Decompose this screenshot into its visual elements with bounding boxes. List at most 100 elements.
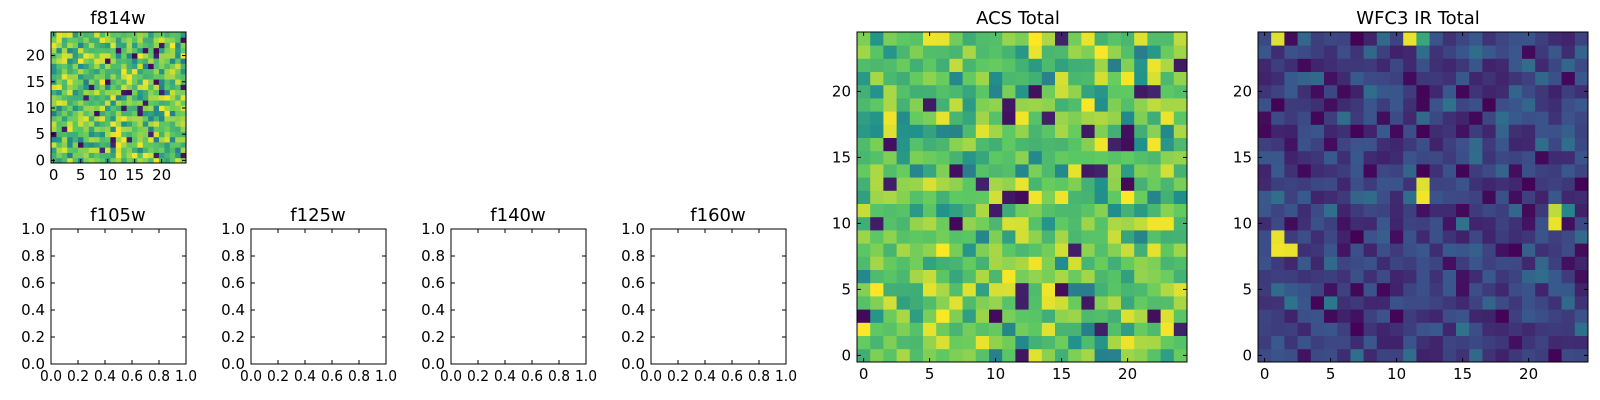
heatmap-cell (105, 147, 111, 153)
heatmap-cell (137, 94, 144, 101)
x-tick-label: 5 (1326, 365, 1336, 383)
heatmap-cell (1081, 190, 1095, 204)
heatmap-cell (1442, 71, 1457, 86)
heatmap-cell (1271, 322, 1285, 336)
heatmap-cell (1094, 98, 1109, 112)
heatmap-cell (1015, 296, 1029, 310)
heatmap-cell (61, 142, 68, 148)
heatmap-cell (989, 216, 1003, 231)
heatmap-cell (896, 309, 911, 323)
heatmap-cell (1522, 203, 1536, 218)
axes-frame (250, 228, 387, 365)
heatmap-cell (1561, 150, 1576, 165)
x-tick-label: 0.8 (148, 367, 170, 385)
heatmap-cell (56, 58, 63, 64)
heatmap-cell (110, 147, 117, 153)
heatmap-cell (1337, 137, 1351, 152)
heatmap-cell (1147, 84, 1161, 99)
heatmap-cell (88, 73, 95, 80)
heatmap-cell (949, 32, 963, 46)
heatmap-cell (56, 115, 63, 122)
heatmap-cell (1561, 230, 1576, 244)
heatmap-cell (1469, 203, 1483, 218)
heatmap-cell (88, 42, 95, 49)
heatmap-cell (169, 73, 176, 80)
heatmap-cell (110, 89, 117, 96)
heatmap-cell (896, 348, 911, 363)
heatmap-cell (94, 94, 100, 101)
heatmap-cell (923, 243, 937, 257)
heatmap-cell (1403, 348, 1417, 363)
heatmap-cell (1121, 111, 1135, 125)
heatmap-cell (1055, 230, 1069, 244)
heatmap-cell (1284, 58, 1298, 72)
heatmap-cell (1028, 335, 1043, 350)
heatmap-cell (1482, 71, 1496, 86)
heatmap-cell (51, 89, 57, 96)
heatmap-cell (1015, 58, 1029, 72)
heatmap-cell (1403, 190, 1417, 204)
heatmap-cell (936, 98, 950, 112)
heatmap-cell (1015, 71, 1029, 86)
heatmap-cell (1068, 45, 1082, 59)
heatmap-cell (142, 42, 149, 49)
heatmap-cell (78, 42, 84, 49)
heatmap-cell (870, 111, 884, 125)
heatmap-cell (72, 105, 79, 111)
heatmap-cell (164, 147, 171, 153)
heatmap-cell (1442, 84, 1457, 99)
heatmap-cell (169, 52, 176, 59)
heatmap-cell (1134, 164, 1148, 178)
heatmap-cell (1429, 282, 1444, 297)
y-tick-label: 0.8 (221, 247, 245, 265)
heatmap-cell (115, 47, 122, 54)
heatmap-cell (1173, 98, 1188, 112)
heatmap-cell (175, 136, 181, 143)
heatmap-cell (1495, 322, 1510, 336)
heatmap-cell (1271, 177, 1285, 191)
heatmap-cell (1055, 309, 1069, 323)
heatmap-cell (949, 269, 963, 284)
heatmap-cell (1297, 243, 1312, 257)
heatmap-cell (56, 94, 63, 101)
heatmap-cell (94, 32, 100, 38)
x-tick-label: 0 (49, 166, 59, 184)
heatmap-cell (1297, 190, 1312, 204)
heatmap-cell (159, 58, 165, 64)
heatmap-cell (1160, 124, 1175, 138)
heatmap-cell (1416, 32, 1430, 46)
heatmap-cell (1310, 269, 1325, 284)
heatmap-cell (1160, 269, 1175, 284)
heatmap-cell (1561, 177, 1576, 191)
heatmap-cell (857, 58, 871, 72)
heatmap-cell (1284, 203, 1298, 218)
heatmap-cell (72, 157, 79, 164)
heatmap-cell (1429, 296, 1444, 310)
heatmap-cell (870, 296, 884, 310)
heatmap-cell (923, 45, 937, 59)
heatmap-cell (975, 216, 990, 231)
heatmap-cell (975, 190, 990, 204)
heatmap-cell (923, 309, 937, 323)
heatmap-cell (1535, 230, 1549, 244)
heatmap-cell (1522, 348, 1536, 363)
heatmap-cell (56, 105, 63, 111)
heatmap-cell (1482, 216, 1496, 231)
heatmap-cell (1147, 348, 1161, 363)
heatmap-cell (1271, 124, 1285, 138)
heatmap-cell (1482, 322, 1496, 336)
heatmap-cell (78, 110, 84, 117)
heatmap-cell (1160, 111, 1175, 125)
heatmap-cell (88, 121, 95, 127)
heatmap-cell (180, 84, 187, 91)
heatmap-cell (142, 136, 149, 143)
heatmap-cell (1081, 335, 1095, 350)
heatmap-cell (1416, 150, 1430, 165)
heatmap-cell (126, 157, 133, 164)
heatmap-cell (1482, 256, 1496, 270)
heatmap-cell (909, 335, 924, 350)
heatmap-cell (180, 73, 187, 80)
heatmap-cell (159, 121, 165, 127)
heatmap-cell (1081, 348, 1095, 363)
